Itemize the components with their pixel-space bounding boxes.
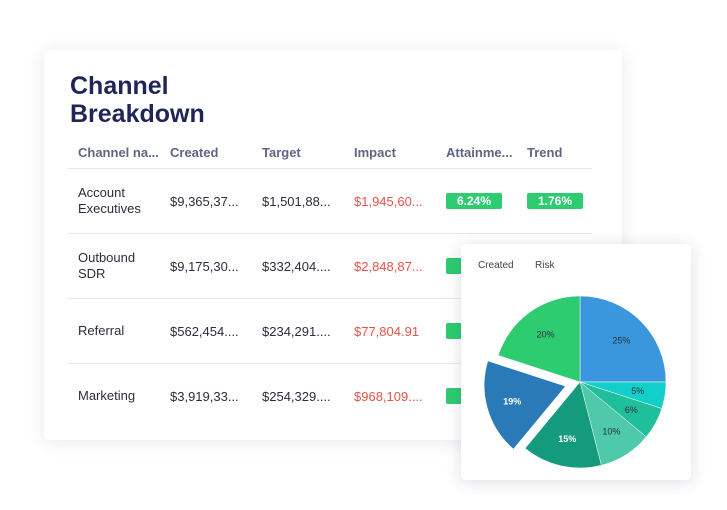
cell-target: $332,404.... xyxy=(252,233,344,299)
cell-target: $254,329.... xyxy=(262,388,331,404)
pie-slice-label: 19% xyxy=(503,397,521,407)
pie-slice-25-pct[interactable] xyxy=(579,295,667,383)
cell-target: $234,291.... xyxy=(252,298,344,364)
pie-slice-20-pct[interactable] xyxy=(497,295,581,383)
pie-slice-15-pct[interactable] xyxy=(524,381,602,469)
pie-slice-label: 6% xyxy=(625,405,638,415)
cell-channel: Account Executives xyxy=(68,168,160,234)
cell-created: $562,454.... xyxy=(160,298,252,364)
cell-created: $9,365,37... xyxy=(160,168,252,234)
tab-created[interactable]: Created xyxy=(478,260,514,271)
pie-chart: 25% 5% 6% 10% 15% 19% 20% xyxy=(480,295,667,469)
column-header-impact[interactable]: Impact xyxy=(344,137,436,169)
cell-channel: Referral xyxy=(68,298,160,364)
cell-impact: $1,945,60... xyxy=(344,168,436,234)
table-row[interactable]: Account Executives $9,365,37... $1,501,8… xyxy=(68,168,592,234)
column-header-trend[interactable]: Trend xyxy=(517,137,592,169)
pie-slice-label: 5% xyxy=(631,386,644,396)
cell-channel: Marketing xyxy=(78,388,136,403)
cell-created: $3,919,33... xyxy=(170,388,239,404)
pie-slice-label: 25% xyxy=(612,336,630,346)
pie-slice-19-pct[interactable] xyxy=(480,356,572,455)
table-header-row: Channel na... Created Target Impact Atta… xyxy=(68,137,592,169)
trend-badge: 1.76% xyxy=(527,193,583,209)
pie-slice-label: 15% xyxy=(558,434,576,444)
pie-slice-label: 20% xyxy=(537,330,555,340)
card-title: Channel Breakdown xyxy=(70,72,205,128)
attainment-badge: 6.24% xyxy=(446,193,502,209)
cell-impact: $2,848,87... xyxy=(344,233,436,299)
tab-risk[interactable]: Risk xyxy=(535,260,555,271)
cell-impact: $77,804.91 xyxy=(344,298,436,364)
cell-impact: $968,109.... xyxy=(354,388,423,404)
pie-chart-card: Created Risk 25% 5% 6% 10% 15% 19% 20% xyxy=(461,244,691,480)
cell-attainment: 6.24% xyxy=(436,168,517,234)
column-header-attainment[interactable]: Attainme... xyxy=(436,137,517,169)
cell-target: $1,501,88... xyxy=(252,168,344,234)
cell-created: $9,175,30... xyxy=(160,233,252,299)
cell-trend: 1.76% xyxy=(517,168,592,234)
column-header-target[interactable]: Target xyxy=(252,137,344,169)
column-header-channel[interactable]: Channel na... xyxy=(68,137,160,169)
pie-slice-label: 10% xyxy=(602,426,620,436)
channel-table: Channel na... Created Target Impact Atta… xyxy=(68,137,592,428)
column-header-created[interactable]: Created xyxy=(160,137,252,169)
cell-channel: Outbound SDR xyxy=(68,233,160,299)
